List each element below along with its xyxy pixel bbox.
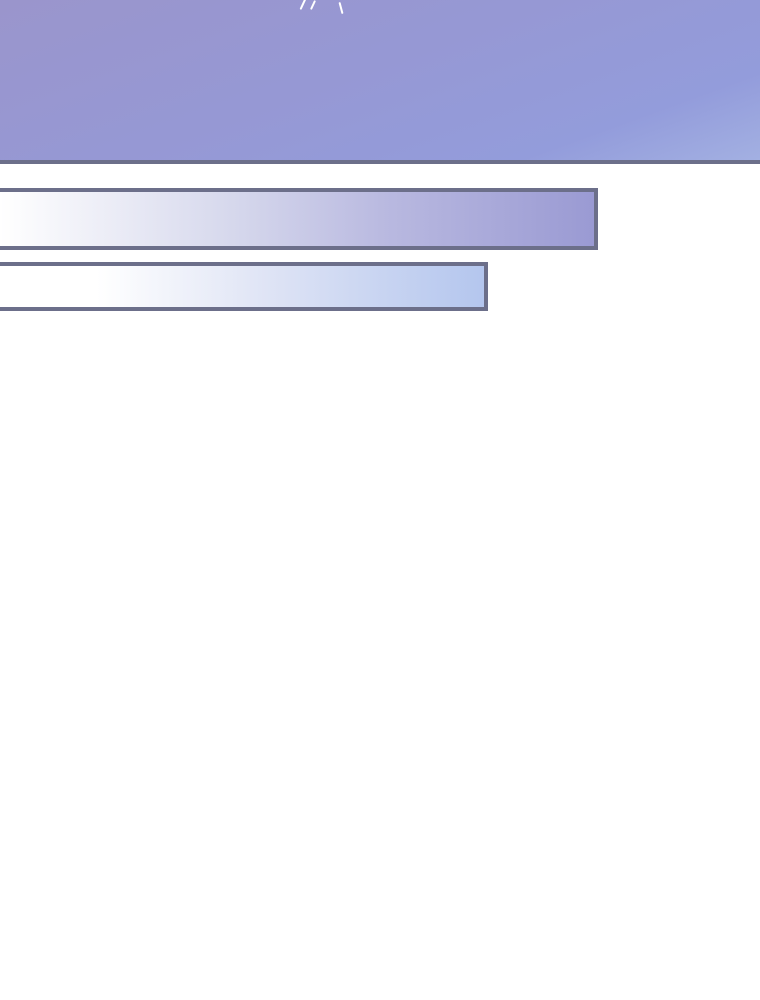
gradient-caption-bar-bottom: [0, 262, 488, 311]
gradient-caption-bar-top: [0, 188, 598, 250]
comic-panel-sky: [0, 0, 760, 164]
